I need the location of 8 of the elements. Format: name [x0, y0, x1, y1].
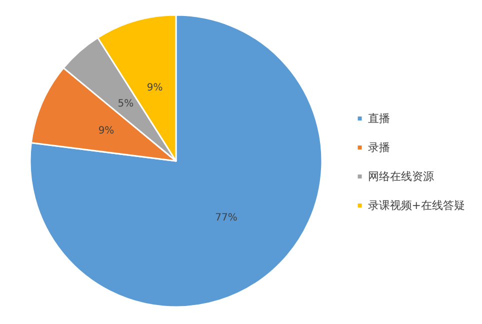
legend-label: 录课视频+在线答疑 — [368, 199, 465, 212]
data-label: 5% — [118, 98, 134, 110]
data-label: 9% — [146, 82, 163, 94]
data-label: 77% — [215, 212, 238, 224]
legend-label: 网络在线资源 — [368, 170, 434, 183]
data-label: 9% — [98, 125, 114, 136]
legend-label: 录播 — [368, 141, 390, 154]
legend-label: 直播 — [368, 112, 390, 125]
